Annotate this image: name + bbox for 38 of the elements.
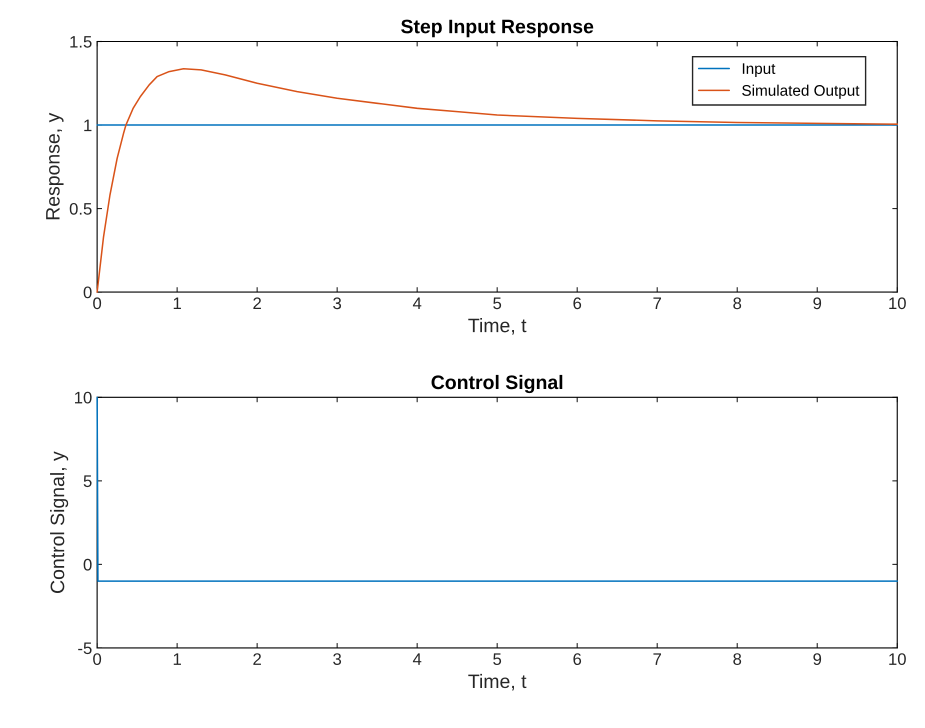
x-tick-label: 10 bbox=[889, 653, 906, 666]
x-tick-label: 5 bbox=[493, 653, 502, 666]
x-axis-title: Time, t bbox=[468, 674, 526, 690]
y-axis-title: Response, y bbox=[46, 112, 64, 220]
chart-title: Control Signal bbox=[432, 374, 562, 394]
x-tick-label: 0 bbox=[93, 297, 102, 310]
x-tick-label: 1 bbox=[174, 298, 181, 310]
y-tick-label: -5 bbox=[78, 642, 92, 654]
x-tick-label: 0 bbox=[93, 653, 102, 666]
x-tick-label: 7 bbox=[653, 298, 662, 310]
x-tick-label: 8 bbox=[733, 653, 742, 666]
x-tick-label: 7 bbox=[653, 653, 662, 665]
y-tick-label: 0 bbox=[84, 286, 92, 298]
y-axis-title: Control Signal, y bbox=[50, 451, 68, 593]
x-tick-label: 2 bbox=[253, 653, 261, 665]
x-tick-label: 3 bbox=[333, 653, 342, 666]
x-tick-label: 9 bbox=[813, 653, 822, 666]
y-tick-label: 1.5 bbox=[70, 36, 92, 48]
x-tick-label: 4 bbox=[412, 653, 422, 665]
y-tick-label: 0.5 bbox=[70, 202, 92, 215]
y-tick-label: 5 bbox=[84, 475, 92, 488]
x-tick-label: 1 bbox=[174, 653, 181, 665]
x-axis-title: Time, t bbox=[468, 318, 526, 335]
y-tick-label: 10 bbox=[75, 392, 92, 404]
x-tick-label: 6 bbox=[573, 653, 582, 666]
x-tick-label: 6 bbox=[573, 297, 582, 310]
x-tick-label: 3 bbox=[333, 297, 342, 310]
legend-label: Simulated Output bbox=[742, 84, 860, 99]
x-tick-label: 4 bbox=[412, 298, 422, 310]
x-tick-label: 2 bbox=[253, 297, 261, 310]
x-tick-label: 5 bbox=[493, 298, 502, 310]
chart-title: Step Input Response bbox=[401, 20, 594, 38]
x-tick-label: 8 bbox=[733, 297, 742, 310]
x-tick-label: 10 bbox=[889, 297, 906, 310]
y-tick-label: 1 bbox=[84, 120, 92, 132]
y-tick-label: 0 bbox=[84, 558, 92, 571]
x-tick-label: 9 bbox=[813, 297, 822, 310]
legend-label: Input bbox=[742, 63, 776, 78]
